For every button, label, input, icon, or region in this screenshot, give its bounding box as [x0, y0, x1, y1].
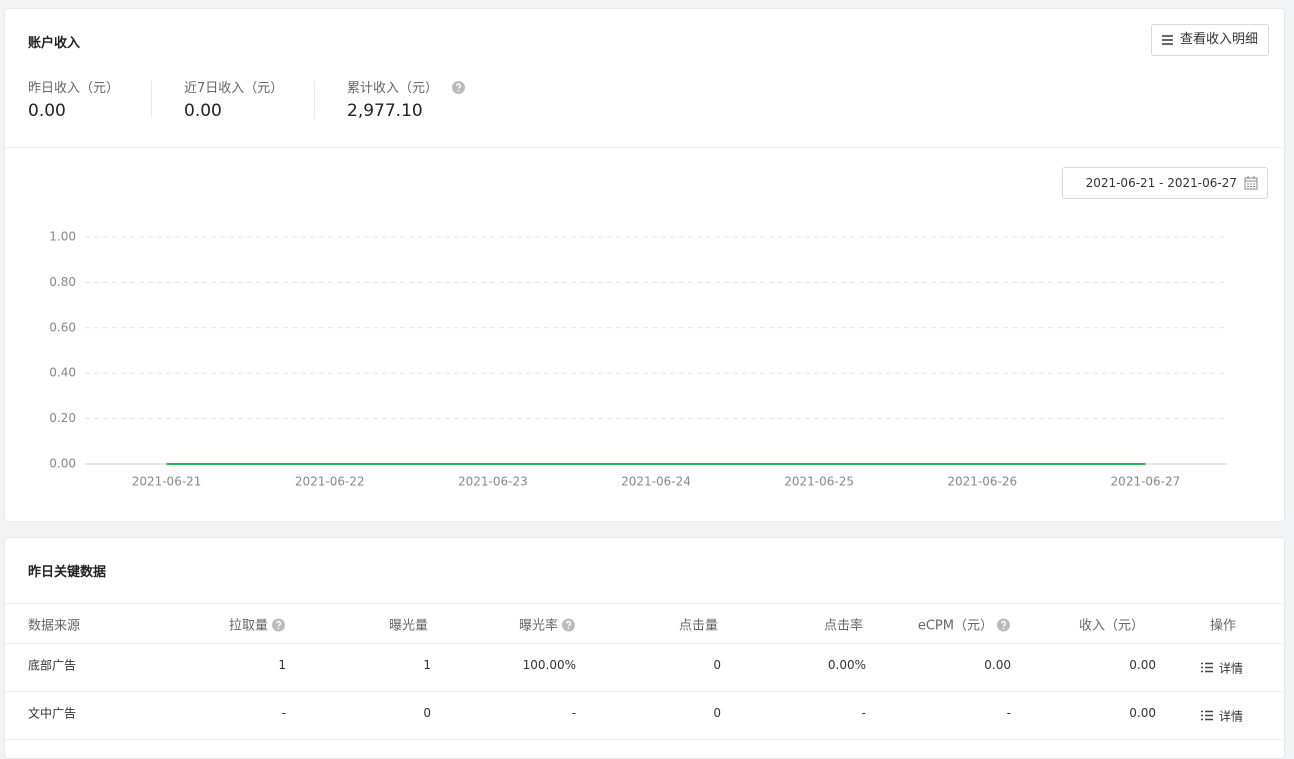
column-header-text: 曝光率	[518, 618, 558, 634]
row-border	[5, 739, 1284, 740]
cell: 100.00%	[522, 658, 576, 672]
help-icon[interactable]	[452, 81, 466, 94]
cell: 0.00	[984, 658, 1011, 672]
calendar-icon	[1244, 176, 1258, 190]
column-header-text: eCPM（元）	[917, 618, 993, 634]
date-picker[interactable]: 2021-06-21 - 2021-06-27	[1062, 167, 1268, 199]
cell: -	[861, 706, 866, 720]
cell: 0.00	[1129, 706, 1156, 720]
divider	[151, 81, 152, 118]
chart: 0.00 0.20 0.40 0.60 0.80 1.00 2021-06-21 2021-0…	[49, 230, 1227, 489]
y-tick-label: 0.00	[49, 457, 76, 471]
row-border	[5, 603, 1284, 604]
column-header: 操作	[1210, 615, 1236, 634]
x-tick-label: 2021-06-26	[947, 475, 1017, 489]
stat-label: 累计收入（元）	[347, 77, 466, 96]
column-header: 点击率	[824, 615, 863, 634]
column-header: 点击量	[679, 615, 718, 634]
cell: 0	[423, 706, 431, 720]
y-tick-label: 0.20	[49, 411, 76, 425]
divider	[314, 81, 315, 118]
list-icon	[1201, 710, 1213, 721]
column-header-text: 点击率	[823, 618, 863, 634]
cell: 0.00	[1129, 658, 1156, 672]
x-tick-label: 2021-06-24	[621, 475, 691, 489]
stat-value: 0.00	[28, 101, 66, 121]
income-card: 账户收入 查看收入明细 昨日收入（元） 0.00 近7日收入（元） 0.00 累…	[4, 8, 1285, 522]
cell: 底部广告	[28, 658, 77, 673]
card-title: 账户收入	[28, 36, 81, 51]
stat-value: 0.00	[184, 101, 222, 121]
cell: 1	[423, 658, 431, 672]
cell: -	[571, 706, 576, 720]
stat-label: 近7日收入（元）	[184, 81, 284, 96]
x-tick-label: 2021-06-25	[784, 475, 854, 489]
button-label: 查看收入明细	[1180, 32, 1259, 47]
y-tick-label: 1.00	[49, 230, 76, 244]
stat-label: 昨日收入（元）	[28, 81, 120, 96]
detail-text: 详情	[1219, 661, 1244, 676]
cell: 1	[278, 658, 286, 672]
detail-link[interactable]: 详情	[1201, 708, 1243, 725]
column-header: 拉取量	[229, 615, 285, 634]
help-icon[interactable]	[997, 618, 1010, 632]
list-icon	[1162, 35, 1173, 45]
y-tick-label: 0.80	[49, 275, 76, 289]
x-tick-label: 2021-06-23	[458, 475, 528, 489]
y-tick-label: 0.60	[49, 320, 76, 334]
column-header-text: 曝光量	[388, 618, 428, 634]
cell: 0.00%	[827, 658, 866, 672]
detail-link[interactable]: 详情	[1201, 660, 1243, 677]
cell: 文中广告	[28, 706, 77, 721]
x-tick-label: 2021-06-22	[295, 475, 365, 489]
detail-text: 详情	[1219, 709, 1244, 724]
column-header-text: 点击量	[678, 618, 718, 634]
column-header-text: 数据来源	[28, 618, 81, 634]
column-header: 收入（元）	[1079, 615, 1144, 634]
column-header-text: 收入（元）	[1078, 618, 1144, 634]
column-header: 曝光率	[519, 615, 575, 634]
help-icon[interactable]	[272, 618, 285, 632]
detail-button[interactable]: 查看收入明细	[1151, 24, 1269, 56]
date-range: 2021-06-21 - 2021-06-27	[1085, 176, 1237, 190]
cell: -	[281, 706, 286, 720]
card-title: 昨日关键数据	[28, 565, 107, 580]
x-tick-label: 2021-06-27	[1111, 475, 1181, 489]
cell: -	[1006, 706, 1011, 720]
cell: 0	[713, 658, 721, 672]
row-border	[5, 691, 1284, 692]
column-header: 曝光量	[389, 615, 428, 634]
row-border	[5, 643, 1284, 644]
stat-label-text: 累计收入（元）	[347, 81, 439, 96]
x-tick-label: 2021-06-21	[132, 475, 202, 489]
help-icon[interactable]	[562, 618, 575, 632]
column-header-text: 操作	[1209, 618, 1237, 634]
list-icon	[1201, 662, 1213, 673]
cell: 0	[713, 706, 721, 720]
column-header-text: 拉取量	[228, 618, 268, 634]
column-header: 数据来源	[28, 615, 80, 634]
y-tick-label: 0.40	[49, 366, 76, 380]
column-header: eCPM（元）	[918, 615, 1010, 634]
separator	[5, 147, 1284, 148]
stat-value: 2,977.10	[347, 101, 423, 121]
key-data-card: 昨日关键数据 数据来源 拉取量 曝光量 曝光率 点击量 点击率 eCPM（元） 收入（元） 操作…	[4, 537, 1285, 759]
